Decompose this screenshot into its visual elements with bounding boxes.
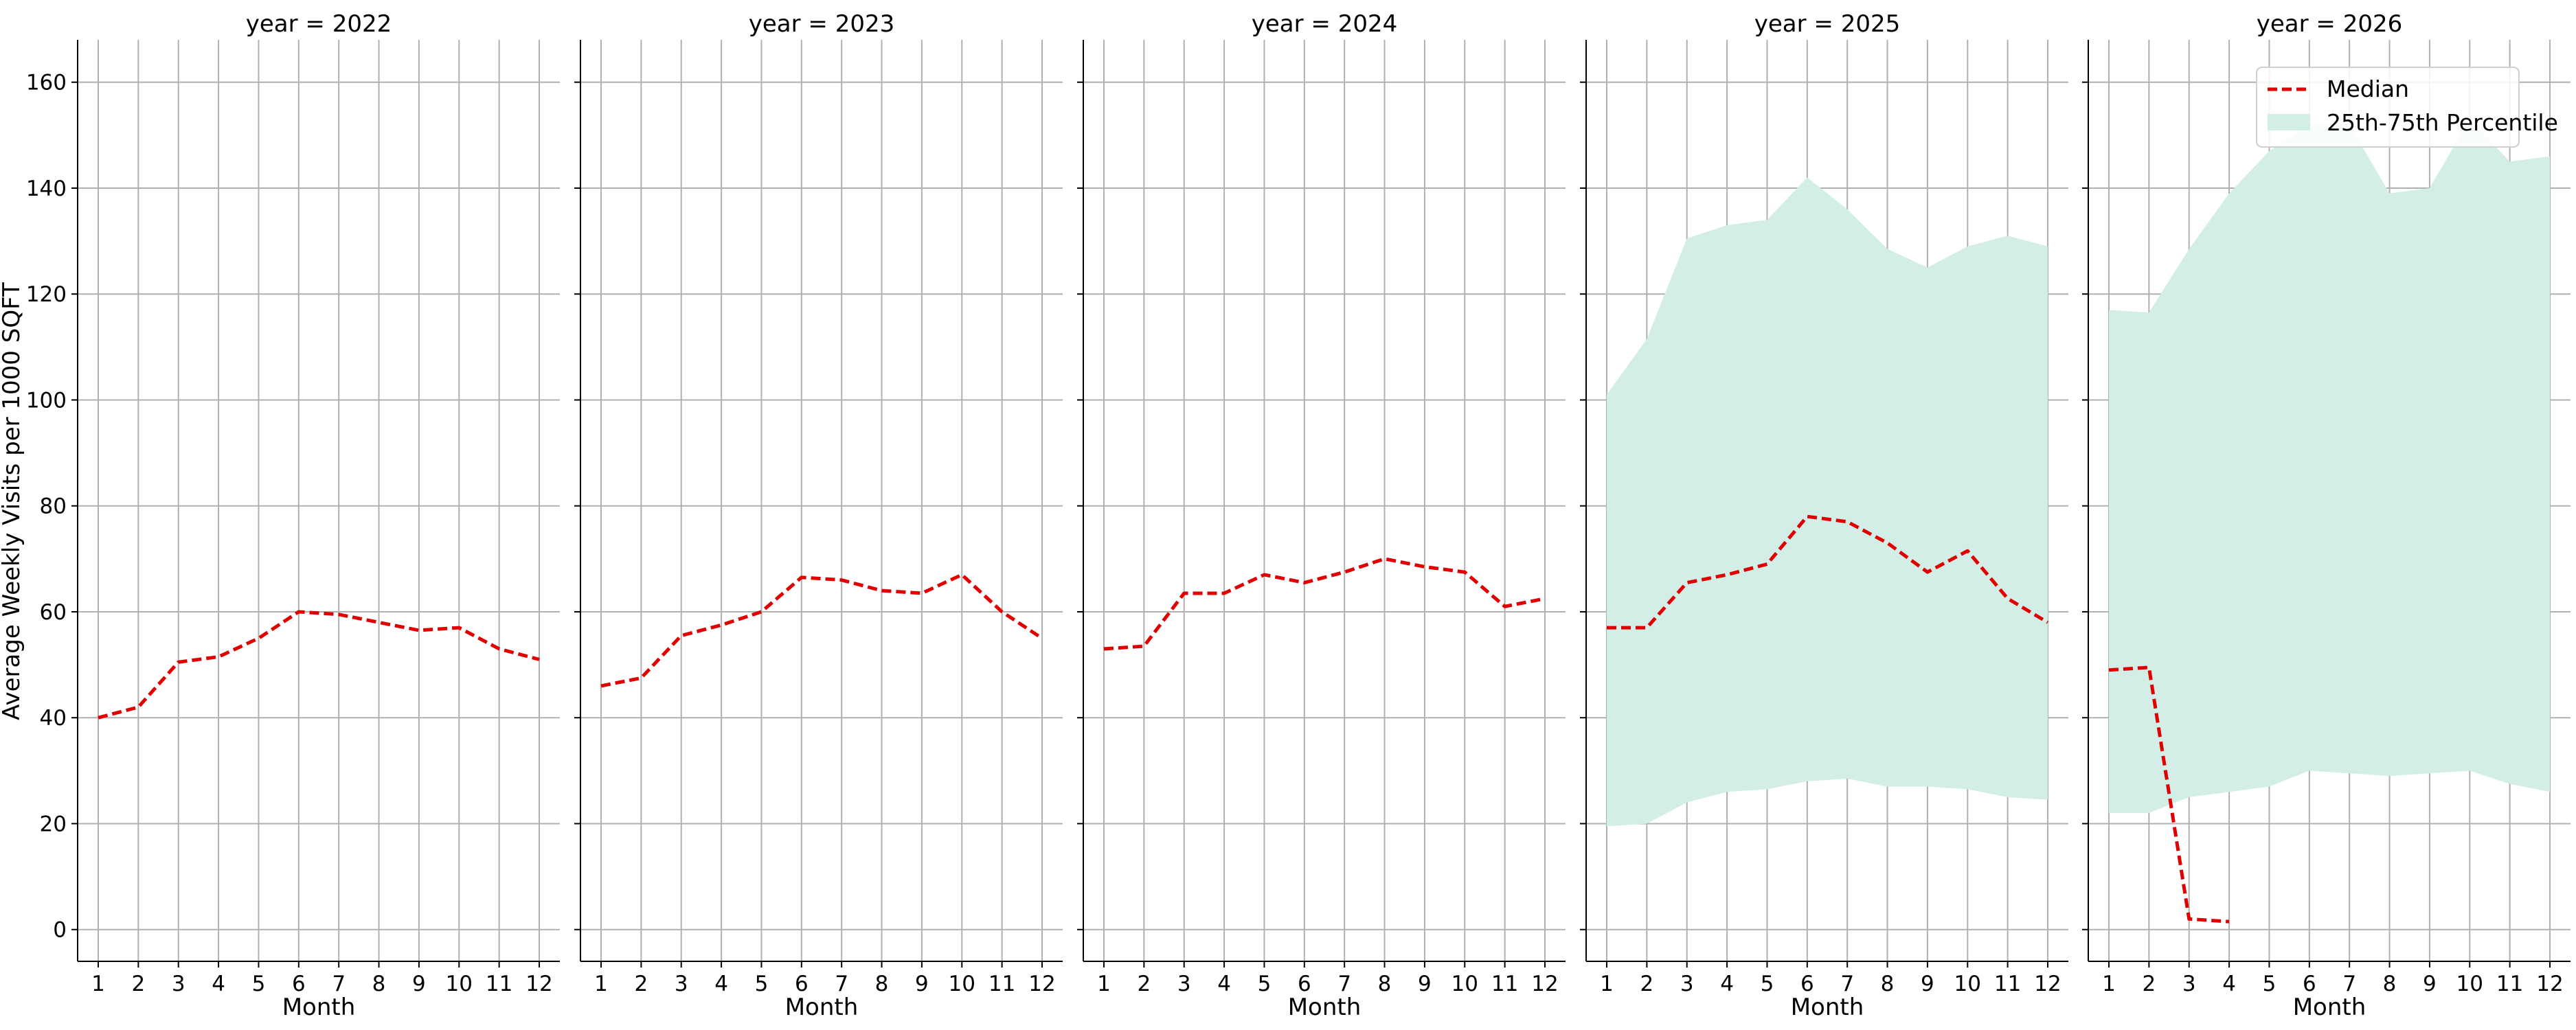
x-tick-label: 6 bbox=[1800, 972, 1814, 996]
x-axis-label: Month bbox=[282, 994, 356, 1021]
y-tick-label: 120 bbox=[26, 282, 67, 307]
percentile-band bbox=[1607, 177, 2048, 827]
x-tick-label: 2 bbox=[1137, 972, 1151, 996]
x-tick-label: 9 bbox=[1418, 972, 1432, 996]
x-tick-label: 7 bbox=[2342, 972, 2356, 996]
x-tick-label: 3 bbox=[172, 972, 185, 996]
x-tick-label: 4 bbox=[1217, 972, 1231, 996]
panel-title: year = 2024 bbox=[1252, 10, 1397, 38]
x-tick-label: 7 bbox=[835, 972, 848, 996]
x-tick-label: 10 bbox=[949, 972, 975, 996]
x-axis-label: Month bbox=[785, 994, 859, 1021]
x-tick-label: 9 bbox=[412, 972, 426, 996]
x-tick-label: 5 bbox=[1258, 972, 1272, 996]
x-tick-label: 12 bbox=[2536, 972, 2563, 996]
x-tick-label: 1 bbox=[2102, 972, 2116, 996]
x-tick-label: 4 bbox=[1720, 972, 1734, 996]
x-tick-label: 8 bbox=[875, 972, 889, 996]
y-tick-label: 20 bbox=[40, 812, 67, 836]
x-tick-label: 12 bbox=[1531, 972, 1558, 996]
x-tick-label: 5 bbox=[1761, 972, 1774, 996]
x-tick-label: 7 bbox=[1337, 972, 1351, 996]
panel-title: year = 2023 bbox=[749, 10, 894, 38]
x-tick-label: 10 bbox=[446, 972, 473, 996]
y-tick-label: 40 bbox=[40, 706, 67, 731]
x-tick-label: 1 bbox=[594, 972, 608, 996]
x-tick-label: 1 bbox=[91, 972, 105, 996]
legend-percentile-label: 25th-75th Percentile bbox=[2327, 109, 2558, 136]
y-tick-label: 140 bbox=[26, 176, 67, 201]
x-tick-label: 1 bbox=[1600, 972, 1614, 996]
x-tick-label: 12 bbox=[526, 972, 552, 996]
x-tick-label: 8 bbox=[2383, 972, 2397, 996]
x-axis-label: Month bbox=[2293, 994, 2366, 1021]
x-tick-label: 7 bbox=[332, 972, 346, 996]
x-axis-label: Month bbox=[1288, 994, 1362, 1021]
x-tick-label: 9 bbox=[2423, 972, 2437, 996]
x-tick-label: 3 bbox=[1680, 972, 1694, 996]
median-line bbox=[600, 573, 1043, 688]
x-tick-label: 6 bbox=[795, 972, 809, 996]
panel-title: year = 2025 bbox=[1754, 10, 1900, 38]
x-tick-label: 11 bbox=[2496, 972, 2523, 996]
median-line bbox=[98, 610, 540, 720]
x-tick-label: 6 bbox=[292, 972, 306, 996]
x-tick-label: 3 bbox=[1177, 972, 1191, 996]
x-tick-label: 9 bbox=[1921, 972, 1934, 996]
x-tick-label: 5 bbox=[252, 972, 266, 996]
x-axis-label: Month bbox=[1791, 994, 1864, 1021]
median-line bbox=[2108, 665, 2230, 924]
x-tick-label: 12 bbox=[1028, 972, 1055, 996]
percentile-band bbox=[2109, 119, 2550, 814]
legend: Median 25th-75th Percentile bbox=[2256, 67, 2558, 148]
x-tick-label: 2 bbox=[1640, 972, 1653, 996]
y-tick-label: 60 bbox=[40, 600, 67, 625]
x-tick-label: 3 bbox=[675, 972, 688, 996]
median-line bbox=[1607, 514, 2049, 630]
y-tick-label: 80 bbox=[40, 494, 67, 519]
x-tick-label: 4 bbox=[714, 972, 728, 996]
x-tick-label: 11 bbox=[988, 972, 1015, 996]
x-tick-label: 8 bbox=[372, 972, 386, 996]
y-tick-label: 100 bbox=[26, 388, 67, 413]
legend-percentile-swatch bbox=[2268, 114, 2310, 130]
x-tick-label: 11 bbox=[1994, 972, 2021, 996]
x-tick-label: 10 bbox=[2456, 972, 2483, 996]
x-tick-label: 10 bbox=[1954, 972, 1981, 996]
x-tick-label: 5 bbox=[2263, 972, 2276, 996]
y-tick-label: 160 bbox=[26, 71, 67, 95]
x-tick-label: 11 bbox=[486, 972, 512, 996]
x-tick-label: 11 bbox=[1491, 972, 1518, 996]
x-tick-label: 9 bbox=[915, 972, 929, 996]
x-tick-label: 6 bbox=[1298, 972, 1311, 996]
panel-title: year = 2022 bbox=[246, 10, 392, 38]
x-tick-label: 2 bbox=[2142, 972, 2156, 996]
median-line bbox=[1103, 557, 1546, 651]
x-tick-label: 10 bbox=[1451, 972, 1478, 996]
x-tick-label: 8 bbox=[1378, 972, 1392, 996]
x-tick-label: 6 bbox=[2303, 972, 2316, 996]
x-tick-label: 1 bbox=[1097, 972, 1111, 996]
x-tick-label: 2 bbox=[634, 972, 648, 996]
legend-frame bbox=[2256, 67, 2520, 148]
x-tick-label: 2 bbox=[131, 972, 145, 996]
x-tick-label: 7 bbox=[1840, 972, 1854, 996]
x-tick-label: 12 bbox=[2034, 972, 2061, 996]
x-tick-label: 4 bbox=[212, 972, 225, 996]
x-tick-label: 4 bbox=[2222, 972, 2236, 996]
panel-title: year = 2026 bbox=[2257, 10, 2402, 38]
legend-median-label: Median bbox=[2327, 76, 2409, 102]
x-tick-label: 5 bbox=[755, 972, 769, 996]
x-tick-label: 3 bbox=[2182, 972, 2196, 996]
y-axis-label: Average Weekly Visits per 1000 SQFT bbox=[0, 282, 25, 720]
y-tick-label: 0 bbox=[53, 918, 67, 943]
x-tick-label: 8 bbox=[1881, 972, 1895, 996]
